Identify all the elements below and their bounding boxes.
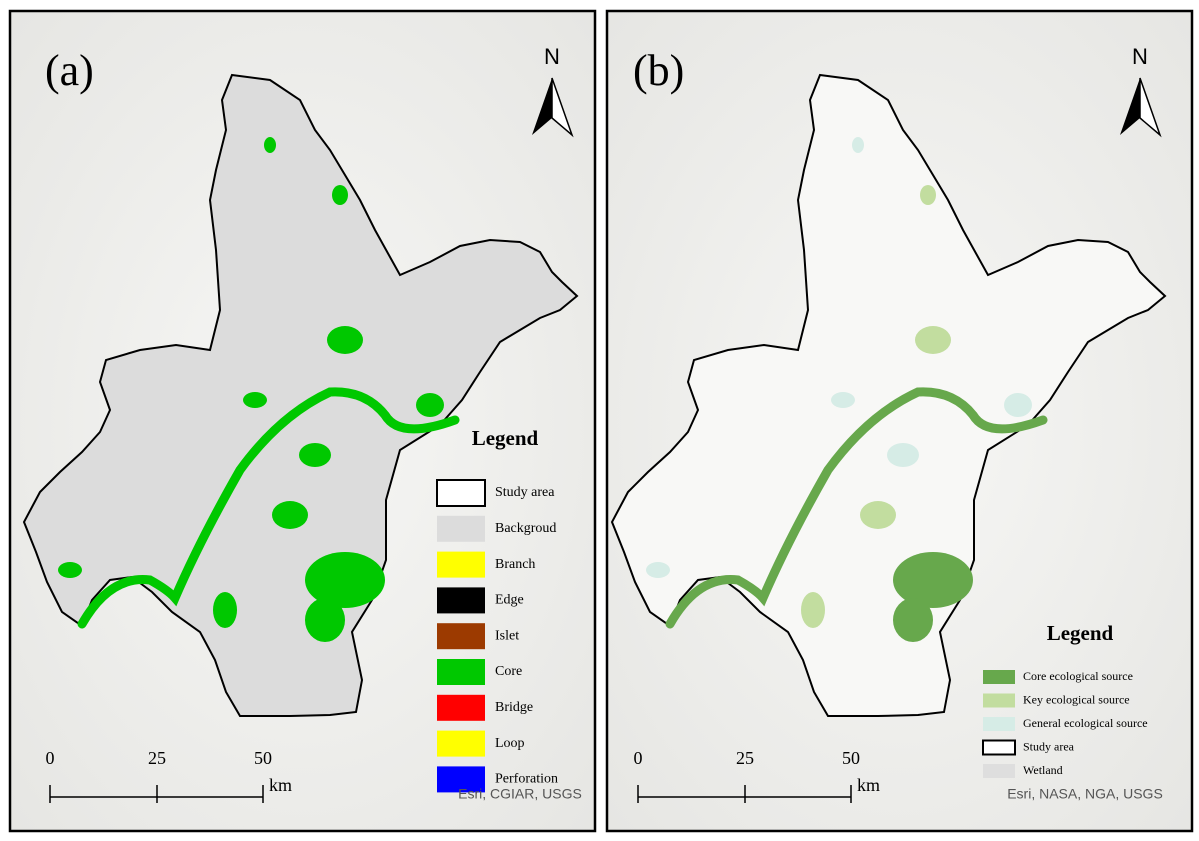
habitat-patch	[264, 137, 276, 153]
legend-swatch	[983, 764, 1015, 778]
north-arrow	[1139, 77, 1162, 138]
scale-label: 0	[46, 748, 55, 768]
habitat-patch	[893, 552, 973, 608]
legend-swatch	[437, 551, 485, 578]
scale-label: 50	[842, 748, 860, 768]
habitat-patch	[831, 392, 855, 408]
north-arrow	[1120, 78, 1140, 135]
legend-swatch	[983, 717, 1015, 731]
attribution: Esri, NASA, NGA, USGS	[1007, 786, 1163, 802]
legend-label: Bridge	[495, 700, 533, 715]
legend-label: Perforation	[495, 772, 558, 787]
legend-title: Legend	[1047, 621, 1114, 645]
habitat-patch	[801, 592, 825, 628]
study-area	[610, 73, 1167, 717]
legend-title: Legend	[472, 426, 539, 450]
habitat-patch	[646, 562, 670, 578]
scale-label: 50	[254, 748, 272, 768]
legend-label: Loop	[495, 736, 525, 751]
habitat-patch	[1004, 393, 1032, 417]
map-panel: (a) N	[22, 44, 579, 717]
legend-swatch	[436, 479, 486, 507]
habitat-patch	[305, 598, 345, 642]
legend-swatch	[983, 693, 1015, 708]
habitat-patch	[243, 392, 267, 408]
legend-swatch	[983, 670, 1015, 684]
legend-label: Islet	[495, 628, 519, 643]
legend-label: Wetland	[1023, 763, 1063, 777]
legend-label: Core	[495, 664, 522, 679]
scale-label: 25	[148, 748, 166, 768]
panel-label: (a)	[45, 46, 94, 95]
scale-unit: km	[269, 775, 292, 795]
legend-swatch	[437, 694, 485, 721]
legend-label: Key ecological source	[1023, 692, 1130, 706]
north-arrow	[551, 77, 574, 138]
legend-label: General ecological source	[1023, 716, 1148, 730]
scale-label: 0	[634, 748, 643, 768]
habitat-patch	[416, 393, 444, 417]
habitat-patch	[852, 137, 864, 153]
legend-label: Edge	[495, 593, 524, 608]
panel-label: (b)	[633, 46, 684, 95]
attribution: Esri, CGIAR, USGS	[458, 786, 582, 802]
scale-label: 25	[736, 748, 754, 768]
legend-label: Core ecological source	[1023, 669, 1133, 683]
map-panel: (b) N	[610, 44, 1167, 717]
habitat-patch	[920, 185, 936, 205]
study-area	[22, 73, 579, 717]
habitat-patch	[915, 326, 951, 354]
north-arrow	[532, 78, 552, 135]
habitat-patch	[272, 501, 308, 529]
legend-label: Branch	[495, 557, 535, 572]
legend-swatch	[982, 739, 1016, 756]
legend-swatch	[437, 587, 485, 614]
legend-label: Study area	[1023, 739, 1075, 753]
north-label: N	[1132, 44, 1148, 69]
scale-unit: km	[857, 775, 880, 795]
river	[77, 387, 460, 629]
habitat-patch	[860, 501, 896, 529]
habitat-patch	[327, 326, 363, 354]
habitat-patch	[887, 443, 919, 467]
river	[665, 387, 1048, 629]
habitat-patch	[305, 552, 385, 608]
habitat-patch	[58, 562, 82, 578]
legend-swatch	[437, 730, 485, 757]
habitat-patch	[299, 443, 331, 467]
north-label: N	[544, 44, 560, 69]
legend-swatch	[437, 766, 485, 793]
legend-label: Backgroud	[495, 521, 556, 536]
habitat-patch	[893, 598, 933, 642]
legend-swatch	[437, 623, 485, 650]
habitat-patch	[332, 185, 348, 205]
legend-label: Study area	[495, 485, 555, 500]
legend-swatch	[437, 659, 485, 685]
habitat-patch	[213, 592, 237, 628]
legend-swatch	[437, 515, 485, 542]
